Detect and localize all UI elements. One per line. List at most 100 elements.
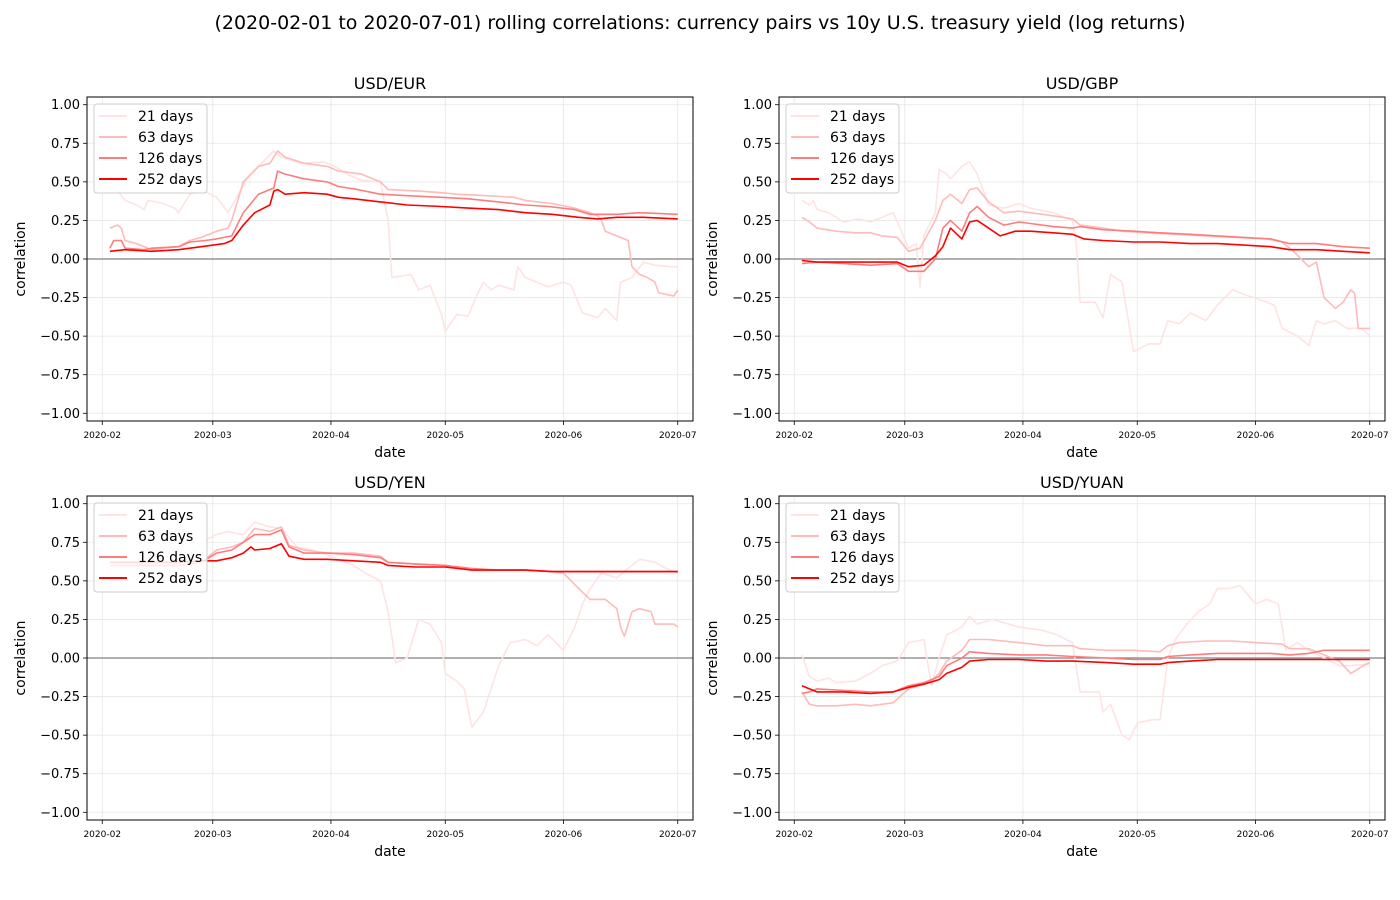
legend-label: 252 days [138, 172, 202, 188]
series-line-21-days [109, 521, 679, 729]
x-axis-label: date [374, 844, 406, 860]
legend-label: 126 days [138, 151, 202, 167]
series-line-126-days [109, 170, 678, 251]
x-tick-label: 2020-05 [426, 431, 464, 441]
y-tick-label: 0.25 [743, 613, 772, 628]
x-tick-label: 2020-05 [1118, 830, 1156, 840]
x-tick-label: 2020-06 [545, 431, 583, 441]
x-tick-label: 2020-03 [886, 431, 924, 441]
legend-label: 63 days [138, 130, 193, 146]
panel-usd-yen: 1.00 0.75 0.50 0.25 0.00 −0.25 −0.50 −0.75 −1.00… [13, 473, 697, 860]
y-tick-label: 0.75 [51, 137, 80, 152]
y-tick-label: −0.50 [732, 729, 772, 744]
series-line-21-days [801, 161, 1371, 353]
legend-label: 126 days [830, 151, 894, 167]
x-tick-label: 2020-02 [83, 830, 121, 840]
y-tick-label: 0.75 [51, 536, 80, 551]
y-axis-label: correlation [13, 620, 29, 695]
series-line-63-days [801, 187, 1370, 330]
series-line-21-days [109, 150, 678, 333]
y-tick-label: 0.50 [51, 574, 80, 589]
x-tick-label: 2020-04 [312, 431, 350, 441]
legend-label: 126 days [138, 550, 202, 566]
panel-usd-eur: 1.00 0.75 0.50 0.25 0.00 −0.25 −0.50 −0.75 −1.00… [13, 74, 697, 461]
axes-frame [86, 495, 694, 821]
legend-label: 21 days [138, 508, 193, 524]
y-tick-label: −0.50 [40, 330, 80, 345]
y-tick-label: −0.50 [732, 330, 772, 345]
panel-usd-gbp: 1.00 0.75 0.50 0.25 0.00 −0.25 −0.50 −0.75 −1.00… [705, 74, 1389, 461]
y-tick-label: −1.00 [40, 806, 80, 821]
x-axis-label: date [1066, 844, 1098, 860]
y-tick-label: −0.25 [40, 690, 80, 705]
y-tick-label: 0.25 [51, 613, 80, 628]
x-tick-label: 2020-06 [1237, 830, 1275, 840]
legend-label: 63 days [830, 529, 885, 545]
y-tick-label: 1.00 [51, 497, 80, 512]
x-tick-label: 2020-07 [1351, 431, 1389, 441]
x-tick-label: 2020-02 [775, 431, 813, 441]
x-tick-label: 2020-07 [659, 431, 697, 441]
x-tick-label: 2020-04 [1004, 431, 1042, 441]
legend-label: 252 days [138, 571, 202, 587]
y-tick-label: −0.75 [732, 767, 772, 782]
legend-box [785, 103, 900, 194]
legend-label: 21 days [830, 508, 885, 524]
y-tick-label: 0.75 [743, 137, 772, 152]
y-tick-label: −0.75 [732, 368, 772, 383]
legend: 21 days 63 days 126 days 252 days [785, 502, 900, 593]
legend-label: 21 days [138, 109, 193, 125]
y-tick-label: −0.25 [732, 291, 772, 306]
y-tick-label: 0.50 [743, 175, 772, 190]
y-tick-label: −0.50 [40, 729, 80, 744]
x-tick-label: 2020-06 [545, 830, 583, 840]
legend: 21 days 63 days 126 days 252 days [785, 103, 900, 194]
legend-box [93, 103, 208, 194]
x-tick-label: 2020-06 [1237, 431, 1275, 441]
legend-label: 252 days [830, 571, 894, 587]
y-tick-label: 0.25 [51, 214, 80, 229]
legend-label: 63 days [830, 130, 885, 146]
y-tick-label: −1.00 [40, 407, 80, 422]
y-axis-label: correlation [13, 221, 29, 296]
panel-title: USD/GBP [1046, 74, 1119, 93]
series-line-252-days [801, 219, 1370, 268]
panel-usd-yuan: 1.00 0.75 0.50 0.25 0.00 −0.25 −0.50 −0.75 −1.00… [705, 473, 1389, 860]
x-axis-label: date [1066, 445, 1098, 461]
legend-box [93, 502, 208, 593]
series-line-252-days [801, 658, 1370, 695]
axes-frame [778, 495, 1386, 821]
y-tick-label: 0.00 [51, 253, 80, 268]
series-line-21-days [801, 584, 1371, 741]
axes-frame [778, 96, 1386, 422]
series-line-252-days [109, 543, 678, 573]
y-tick-label: 0.50 [51, 175, 80, 190]
y-tick-label: −0.25 [40, 291, 80, 306]
x-tick-label: 2020-05 [426, 830, 464, 840]
y-tick-label: 1.00 [51, 98, 80, 113]
panel-title: USD/YUAN [1040, 473, 1124, 492]
panel-title: USD/EUR [354, 74, 427, 93]
series-line-126-days [801, 205, 1370, 273]
y-tick-label: 0.25 [743, 214, 772, 229]
legend: 21 days 63 days 126 days 252 days [93, 103, 208, 194]
x-tick-label: 2020-05 [1118, 431, 1156, 441]
y-tick-label: 1.00 [743, 497, 772, 512]
x-axis-label: date [374, 445, 406, 461]
legend-label: 63 days [138, 529, 193, 545]
x-tick-label: 2020-02 [775, 830, 813, 840]
x-tick-label: 2020-04 [1004, 830, 1042, 840]
legend-label: 252 days [830, 172, 894, 188]
panel-title: USD/YEN [354, 473, 425, 492]
y-axis-label: correlation [705, 221, 721, 296]
y-tick-label: 0.75 [743, 536, 772, 551]
y-axis-label: correlation [705, 620, 721, 695]
x-tick-label: 2020-03 [194, 431, 232, 441]
y-tick-label: 0.00 [51, 652, 80, 667]
x-tick-label: 2020-07 [659, 830, 697, 840]
legend: 21 days 63 days 126 days 252 days [93, 502, 208, 593]
y-tick-label: 0.00 [743, 253, 772, 268]
x-tick-label: 2020-03 [194, 830, 232, 840]
series-line-252-days [109, 188, 678, 253]
